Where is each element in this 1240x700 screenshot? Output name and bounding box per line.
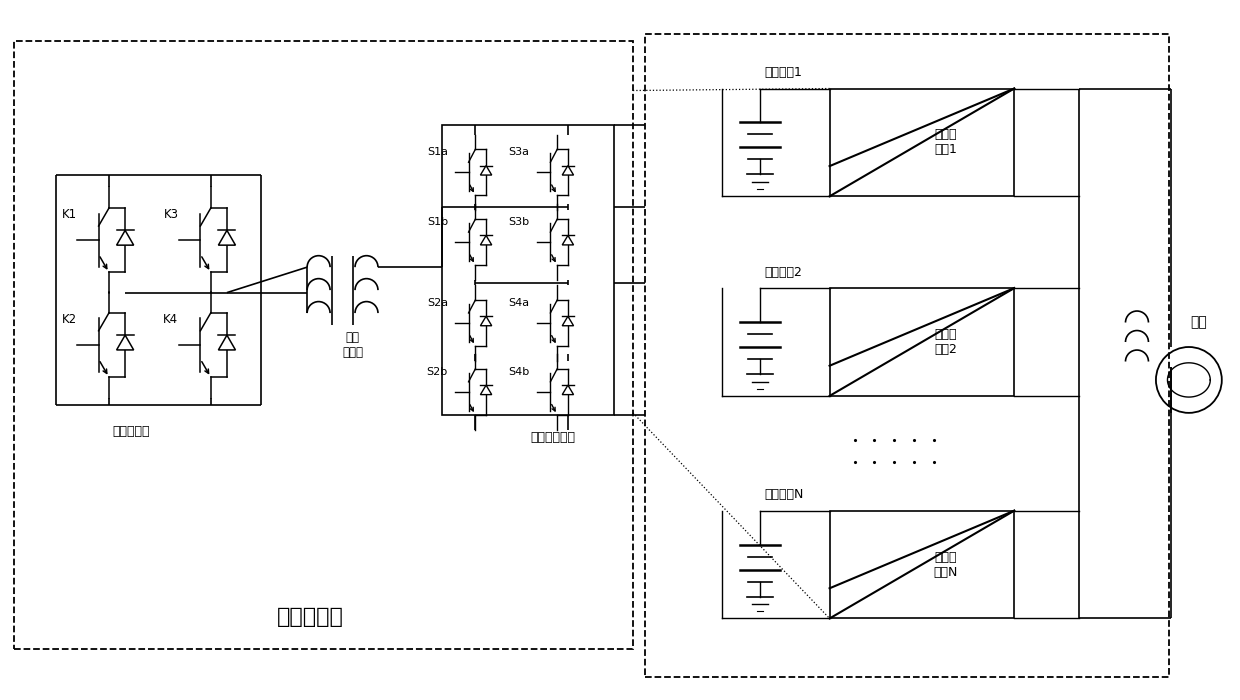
Text: 电网: 电网 <box>1190 315 1208 329</box>
Text: 直流电源N: 直流电源N <box>765 488 804 501</box>
Text: 高频链
单元1: 高频链 单元1 <box>935 128 957 156</box>
Text: 高频链
单元N: 高频链 单元N <box>934 551 959 579</box>
Text: K4: K4 <box>164 313 179 326</box>
Polygon shape <box>218 335 236 350</box>
Text: S1a: S1a <box>427 148 448 158</box>
Polygon shape <box>480 316 492 326</box>
Polygon shape <box>480 235 492 245</box>
Text: S3b: S3b <box>508 217 529 228</box>
Bar <box>830 88 1014 196</box>
Text: S4b: S4b <box>508 367 529 377</box>
Polygon shape <box>480 385 492 395</box>
Polygon shape <box>562 385 574 395</box>
Text: S1b: S1b <box>427 217 448 228</box>
Text: 矩阵式变换器: 矩阵式变换器 <box>531 431 575 444</box>
Bar <box>830 511 1014 619</box>
Text: 高频链
单元2: 高频链 单元2 <box>935 328 957 356</box>
Text: 高频链单元: 高频链单元 <box>278 608 343 627</box>
Text: S2a: S2a <box>427 298 448 308</box>
Text: 前级逆变器: 前级逆变器 <box>113 426 150 438</box>
Text: K2: K2 <box>62 313 77 326</box>
Text: K3: K3 <box>164 208 179 220</box>
Bar <box>830 288 1014 396</box>
Polygon shape <box>117 230 134 245</box>
Bar <box>443 125 614 415</box>
Polygon shape <box>117 335 134 350</box>
Text: K1: K1 <box>62 208 77 220</box>
Polygon shape <box>562 316 574 326</box>
Bar <box>14 41 632 650</box>
Polygon shape <box>562 235 574 245</box>
Text: S3a: S3a <box>508 148 529 158</box>
Text: S2b: S2b <box>427 367 448 377</box>
Text: 直流电源1: 直流电源1 <box>765 66 802 79</box>
Text: 直流电源2: 直流电源2 <box>765 266 802 279</box>
Polygon shape <box>480 166 492 175</box>
Polygon shape <box>562 166 574 175</box>
Polygon shape <box>218 230 236 245</box>
Text: 高频
变压器: 高频 变压器 <box>342 331 363 359</box>
Bar <box>645 34 1169 678</box>
Text: S4a: S4a <box>508 298 529 308</box>
